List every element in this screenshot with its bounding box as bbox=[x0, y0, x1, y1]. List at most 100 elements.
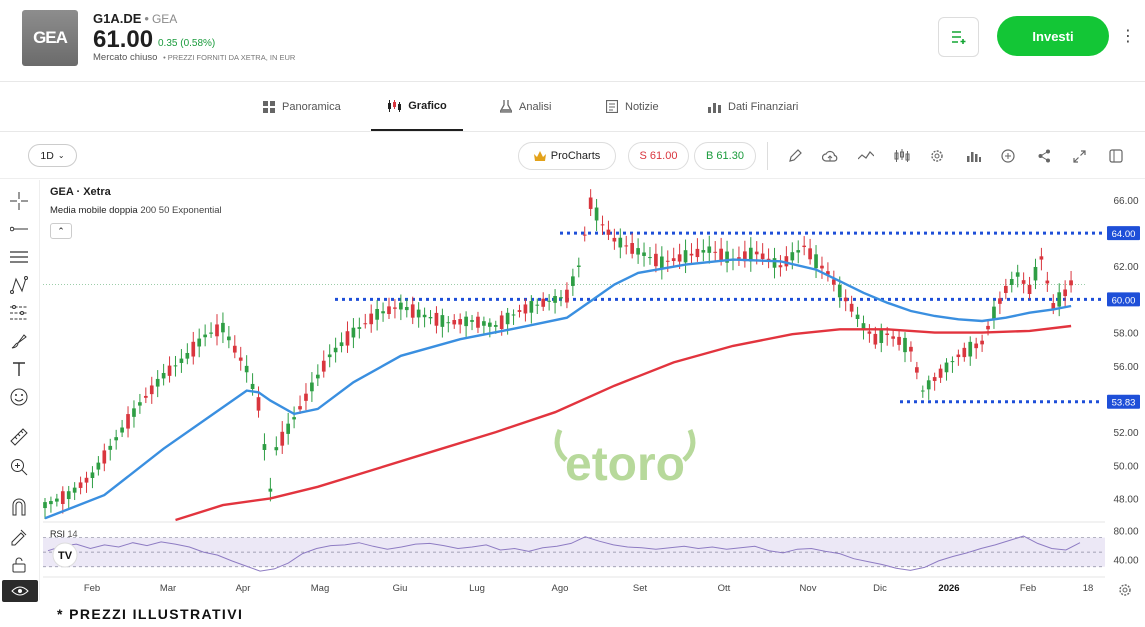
candlestick-type-icon[interactable] bbox=[892, 146, 912, 166]
bar-chart-icon bbox=[708, 102, 721, 113]
candle-body bbox=[298, 406, 302, 410]
trend-line-icon[interactable] bbox=[8, 218, 30, 240]
unlock-icon[interactable] bbox=[8, 554, 30, 576]
candle-body bbox=[867, 331, 872, 334]
zoom-icon[interactable] bbox=[8, 456, 30, 478]
add-to-watchlist-button[interactable] bbox=[938, 17, 979, 57]
axis-settings-icon[interactable] bbox=[1118, 583, 1132, 602]
candle-body bbox=[487, 322, 492, 327]
candle-body bbox=[422, 314, 427, 318]
fib-icon[interactable] bbox=[8, 302, 30, 324]
candle-body bbox=[167, 365, 172, 376]
tab-analisi[interactable]: Analisi bbox=[500, 82, 551, 131]
candle-body bbox=[505, 312, 510, 325]
candle-body bbox=[256, 397, 261, 411]
crosshair-icon[interactable] bbox=[8, 190, 30, 212]
candle-body bbox=[114, 437, 119, 441]
toolbar-divider bbox=[767, 142, 768, 170]
candle-body bbox=[517, 310, 522, 312]
candle-body bbox=[879, 330, 884, 343]
collapse-legend-button[interactable]: ⌃ bbox=[50, 223, 72, 239]
y-tick-label: 56.00 bbox=[1113, 362, 1138, 373]
candle-body bbox=[529, 301, 534, 313]
instrument-tabs: Panoramica Grafico Analisi Notizie Dati … bbox=[0, 82, 1145, 132]
x-tick-label: Dic bbox=[873, 583, 887, 594]
chart-canvas[interactable]: etoro48.0050.0052.0054.0056.0058.0060.00… bbox=[40, 180, 1145, 600]
eye-visibility-icon[interactable] bbox=[2, 580, 38, 602]
candles-icon bbox=[388, 99, 402, 112]
indicators-icon[interactable] bbox=[963, 146, 983, 166]
candle-body bbox=[1009, 278, 1014, 286]
ruler-icon[interactable] bbox=[8, 426, 30, 448]
candle-body bbox=[559, 297, 563, 299]
tab-panoramica[interactable]: Panoramica bbox=[263, 82, 341, 131]
candle-body bbox=[132, 408, 136, 417]
add-indicator-icon[interactable] bbox=[998, 146, 1018, 166]
price-chart[interactable]: etoro48.0050.0052.0054.0056.0058.0060.00… bbox=[40, 180, 1145, 600]
procharts-button[interactable]: ProCharts bbox=[518, 142, 616, 170]
draw-pen-icon[interactable] bbox=[785, 146, 805, 166]
candle-body bbox=[387, 306, 391, 315]
y-tick-label: 52.00 bbox=[1113, 428, 1138, 439]
timeframe-select[interactable]: 1D ⌄ bbox=[28, 144, 77, 167]
instrument-name: GEA bbox=[151, 12, 178, 26]
candle-body bbox=[375, 308, 379, 320]
candle-body bbox=[203, 334, 207, 338]
x-tick-label: 18 bbox=[1083, 583, 1094, 594]
emoji-icon[interactable] bbox=[8, 386, 30, 408]
rsi-legend[interactable]: RSI 14 bbox=[50, 529, 78, 539]
candle-body bbox=[891, 336, 895, 339]
share-icon[interactable] bbox=[1034, 146, 1054, 166]
invest-button[interactable]: Investi bbox=[997, 16, 1109, 56]
candle-body bbox=[814, 254, 818, 269]
candle-body bbox=[909, 346, 913, 352]
x-tick-label: Apr bbox=[236, 583, 251, 594]
x-tick-label: Feb bbox=[1020, 583, 1036, 594]
line-chart-icon[interactable] bbox=[856, 146, 876, 166]
fullscreen-icon[interactable] bbox=[1069, 146, 1089, 166]
cloud-save-icon[interactable] bbox=[820, 146, 840, 166]
x-tick-label: 2026 bbox=[938, 583, 959, 594]
candle-body bbox=[197, 338, 202, 347]
buy-button[interactable]: B 61.30 bbox=[694, 142, 756, 170]
brush-icon[interactable] bbox=[8, 330, 30, 352]
magnet-icon[interactable] bbox=[8, 496, 30, 518]
more-options-icon[interactable]: ⋮ bbox=[1120, 28, 1136, 45]
candle-body bbox=[404, 306, 409, 311]
y-tick-label: 58.00 bbox=[1113, 329, 1138, 340]
candle-body bbox=[986, 325, 990, 330]
candle-body bbox=[410, 304, 415, 318]
candle-body bbox=[659, 256, 664, 270]
candle-body bbox=[707, 246, 712, 253]
candle-body bbox=[493, 325, 498, 327]
pattern-icon[interactable] bbox=[8, 274, 30, 296]
candle-body bbox=[90, 472, 95, 479]
candle-body bbox=[1021, 280, 1026, 284]
lock-drawings-icon[interactable] bbox=[8, 526, 30, 548]
candle-body bbox=[624, 245, 629, 247]
x-tick-label: Nov bbox=[800, 583, 817, 594]
candle-body bbox=[992, 306, 996, 319]
tab-grafico[interactable]: Grafico bbox=[371, 82, 463, 131]
candle-body bbox=[606, 229, 611, 235]
tab-notizie[interactable]: Notizie bbox=[606, 82, 659, 131]
tab-label: Analisi bbox=[519, 100, 552, 113]
price-level-badge bbox=[1107, 292, 1140, 307]
tab-dati-finanziari[interactable]: Dati Finanziari bbox=[708, 82, 798, 131]
candle-body bbox=[778, 265, 783, 268]
candle-body bbox=[784, 256, 789, 267]
candle-body bbox=[120, 427, 124, 433]
y-tick-label: 66.00 bbox=[1113, 196, 1138, 207]
horizontal-lines-icon[interactable] bbox=[8, 246, 30, 268]
indicator-legend[interactable]: Media mobile doppia 200 50 Exponential bbox=[50, 205, 222, 216]
candle-body bbox=[689, 253, 694, 256]
sell-button[interactable]: S 61.00 bbox=[628, 142, 689, 170]
candle-body bbox=[831, 279, 836, 285]
gear-icon[interactable] bbox=[927, 146, 947, 166]
sidebar-toggle-icon[interactable] bbox=[1106, 146, 1126, 166]
watermark-horn-left bbox=[554, 428, 568, 462]
candle-body bbox=[920, 390, 925, 392]
chart-toolbar: 1D ⌄ ProCharts S 61.00 B 61.30 bbox=[0, 132, 1145, 179]
candle-body bbox=[185, 352, 190, 359]
text-tool-icon[interactable] bbox=[8, 358, 30, 380]
